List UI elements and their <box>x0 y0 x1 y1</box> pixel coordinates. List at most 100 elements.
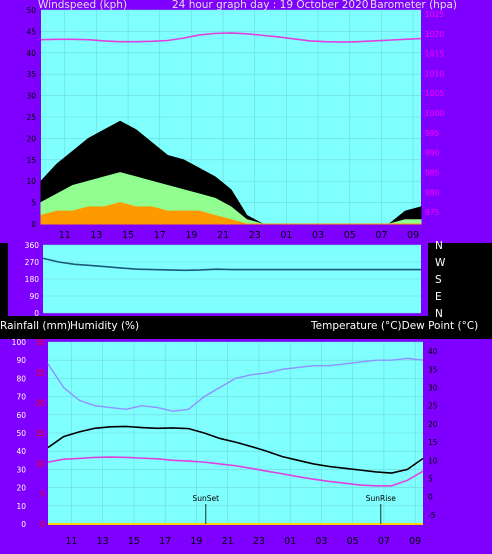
wind-direction-panel: 0 90 180 270 360 <box>8 241 428 318</box>
barometer-tick: 995 <box>425 129 440 138</box>
direction-tick: 270 <box>25 258 40 267</box>
direction-label: W <box>435 257 446 269</box>
x-tick-label: 19 <box>185 230 197 241</box>
direction-tick: 360 <box>25 241 40 250</box>
x-tick-label: 09 <box>407 230 419 241</box>
x-tick-label: 23 <box>249 230 261 241</box>
wind-barometer-chart: 0510152025303540455097598098599099510001… <box>26 6 444 241</box>
humidity-tick: 90 <box>16 356 26 365</box>
windspeed-tick: 50 <box>26 6 36 15</box>
windspeed-tick: 10 <box>26 177 36 186</box>
temperature-tick: 35 <box>428 365 438 374</box>
x-tick-label: 21 <box>217 230 229 241</box>
sun-annotation: SunRise <box>366 494 396 503</box>
x-tick-label: 23 <box>253 536 265 547</box>
barometer-tick: 1000 <box>425 109 444 118</box>
wind-direction-chart: 0 90 180 270 360 <box>25 241 421 318</box>
humidity-tick: 0 <box>21 520 26 529</box>
x-tick-label: 03 <box>315 536 327 547</box>
temp-humidity-panel: 0 10 20 30 40 50 60 70 80 90 100 0 5 10 15 20 25 30 -5 0 5 10… <box>0 338 492 554</box>
rain-tick: 25 <box>35 368 45 377</box>
x-tick-label: 09 <box>409 536 421 547</box>
windspeed-tick: 30 <box>26 92 36 101</box>
temperature-tick: 5 <box>428 475 433 484</box>
humidity-axis-title: Humidity (%) <box>70 320 140 332</box>
humidity-line <box>47 357 424 412</box>
humidity-tick: 30 <box>16 465 26 474</box>
direction-label: N <box>435 308 443 320</box>
windspeed-tick: 40 <box>26 49 36 58</box>
direction-line <box>42 257 421 272</box>
x-tick-label: 07 <box>378 536 390 547</box>
barometer-line <box>40 32 422 43</box>
humidity-tick: 60 <box>16 411 26 420</box>
rain-tick: 5 <box>40 490 45 499</box>
direction-label: S <box>435 274 442 286</box>
x-tick-label: 01 <box>284 536 296 547</box>
temperature-tick: 30 <box>428 384 438 393</box>
barometer-tick: 975 <box>425 208 440 217</box>
temperature-tick: 40 <box>428 347 438 356</box>
x-tick-label: 19 <box>190 536 202 547</box>
x-tick-label: 03 <box>312 230 324 241</box>
barometer-tick: 985 <box>425 168 440 177</box>
humidity-tick: 80 <box>16 374 26 383</box>
barometer-tick: 1010 <box>425 69 444 78</box>
direction-tick: 180 <box>25 275 40 284</box>
windspeed-tick: 0 <box>31 220 36 229</box>
x-tick-label: 13 <box>97 536 109 547</box>
temperature-tick: 10 <box>428 456 438 465</box>
direction-tick: 0 <box>34 309 39 318</box>
x-tick-label: 21 <box>222 536 234 547</box>
barometer-tick: 1020 <box>425 30 444 39</box>
x-tick-label: 11 <box>65 536 77 547</box>
x-tick-label: 07 <box>375 230 387 241</box>
windspeed-axis-title: Windspeed (kph) <box>38 0 128 11</box>
temperature-tick: -5 <box>428 511 436 520</box>
windspeed-tick: 15 <box>26 156 36 165</box>
x-tick-label: 15 <box>128 536 140 547</box>
x-tick-label: 01 <box>280 230 292 241</box>
temp-humidity-chart: 0102030405060708090100051015202530-50510… <box>12 338 438 547</box>
barometer-tick: 1025 <box>425 10 444 19</box>
graph-title: 24 hour graph day : 19 October 2020 <box>172 0 369 11</box>
wind-barometer-panel: Windspeed (kph) 24 hour graph day : 19 O… <box>0 0 492 243</box>
x-tick-label: 05 <box>347 536 359 547</box>
temperature-tick: 0 <box>428 493 433 502</box>
x-tick-label: 13 <box>90 230 102 241</box>
windspeed-tick: 5 <box>31 199 36 208</box>
barometer-tick: 980 <box>425 188 440 197</box>
direction-label: N <box>435 240 443 252</box>
temperature-tick: 25 <box>428 402 438 411</box>
rain-tick: 20 <box>35 399 45 408</box>
barometer-axis-title: Barometer (hpa) <box>370 0 458 11</box>
temperature-tick: 20 <box>428 420 438 429</box>
direction-tick: 90 <box>29 292 39 301</box>
wind-low-area <box>40 202 421 225</box>
windspeed-tick: 35 <box>26 70 36 79</box>
x-tick-label: 15 <box>122 230 134 241</box>
rainfall-axis-title: Rainfall (mm) <box>0 320 72 332</box>
temperature-line <box>47 425 424 474</box>
humidity-tick: 50 <box>16 429 26 438</box>
humidity-tick: 70 <box>16 393 26 402</box>
temperature-tick: 15 <box>428 438 438 447</box>
sun-annotation: SunSet <box>193 494 220 503</box>
rain-tick: 0 <box>40 520 45 529</box>
x-tick-label: 17 <box>159 536 171 547</box>
direction-label: E <box>435 291 442 303</box>
rain-tick: 10 <box>35 459 45 468</box>
humidity-tick: 100 <box>12 338 27 347</box>
windspeed-tick: 20 <box>26 134 36 143</box>
dewpoint-line <box>47 456 424 487</box>
x-tick-label: 05 <box>344 230 356 241</box>
windspeed-tick: 45 <box>26 27 36 36</box>
x-tick-label: 17 <box>154 230 166 241</box>
humidity-tick: 10 <box>16 502 26 511</box>
barometer-tick: 990 <box>425 149 440 158</box>
temperature-dewpoint-axis-title: Temperature (°C)Dew Point (°C) <box>311 320 479 332</box>
barometer-tick: 1005 <box>425 89 444 98</box>
humidity-tick: 20 <box>16 484 26 493</box>
x-tick-label: 11 <box>59 230 71 241</box>
barometer-tick: 1015 <box>425 50 444 59</box>
